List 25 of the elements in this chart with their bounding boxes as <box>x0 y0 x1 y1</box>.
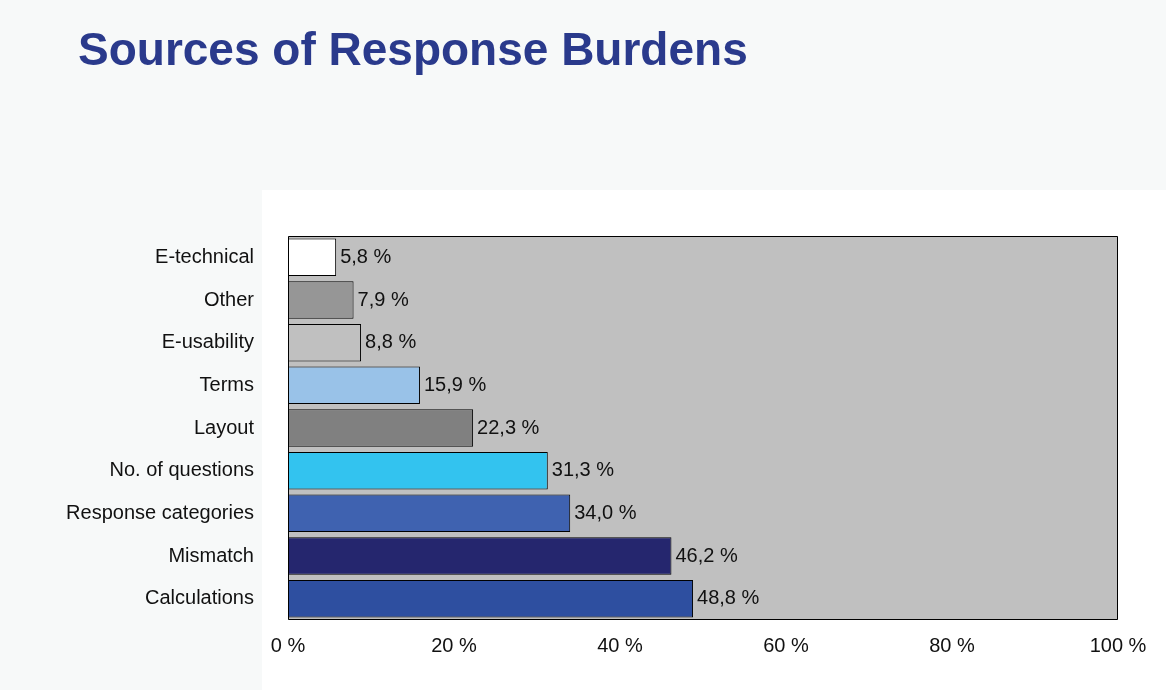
y-tick-label: Layout <box>193 415 255 438</box>
data-label: 34,0 % <box>574 500 637 523</box>
y-tick-label: E-usability <box>161 330 254 353</box>
y-tick-label: Mismatch <box>168 543 254 566</box>
y-tick-label: No. of questions <box>109 458 254 481</box>
y-tick-label: Calculations <box>145 586 254 609</box>
y-tick-label: E-technical <box>155 244 254 267</box>
data-label: 46,2 % <box>675 543 738 566</box>
y-tick-label: Terms <box>199 372 254 395</box>
x-tick-label: 0 % <box>270 633 306 656</box>
y-tick-label: Other <box>203 287 255 310</box>
data-label: 8,8 % <box>365 330 417 353</box>
x-tick-label: 100 % <box>1089 633 1147 656</box>
chart-title: Sources of Response Burdens <box>78 22 748 76</box>
x-tick-label: 60 % <box>763 633 810 656</box>
data-label: 7,9 % <box>357 287 409 310</box>
x-tick-label: 80 % <box>929 633 976 656</box>
data-label: 31,3 % <box>551 458 615 481</box>
data-label: 48,8 % <box>697 586 760 609</box>
y-tick-label: Response categories <box>66 500 254 523</box>
x-tick-label: 20 % <box>431 633 478 656</box>
data-label: 15,9 % <box>423 372 487 395</box>
data-label: 5,8 % <box>340 244 392 267</box>
x-tick-label: 40 % <box>597 633 644 656</box>
data-label: 22,3 % <box>477 415 540 438</box>
